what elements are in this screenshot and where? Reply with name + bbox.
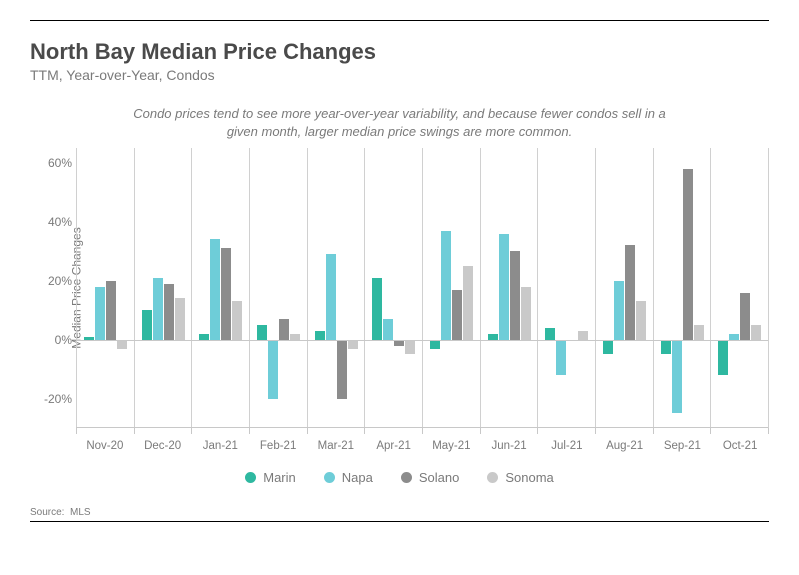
- bar-group: [191, 148, 249, 428]
- bar: [95, 287, 105, 340]
- bottom-rule: [30, 521, 769, 522]
- bar: [603, 340, 613, 355]
- bar: [672, 340, 682, 414]
- bar: [521, 287, 531, 340]
- bar-group: [307, 148, 365, 428]
- bar: [683, 169, 693, 340]
- bar: [221, 248, 231, 339]
- bar: [315, 331, 325, 340]
- source-value: MLS: [70, 507, 91, 518]
- source-line: Source: MLS: [30, 507, 769, 518]
- bar-group: [249, 148, 307, 428]
- chart-caption: Condo prices tend to see more year-over-…: [130, 105, 670, 140]
- bar: [430, 340, 440, 349]
- bar-group: [422, 148, 480, 428]
- y-tick-label: 60%: [48, 156, 72, 170]
- bar: [268, 340, 278, 399]
- legend-label: Marin: [263, 470, 296, 485]
- bar: [142, 310, 152, 339]
- legend-item: Napa: [324, 470, 373, 485]
- bar: [499, 234, 509, 340]
- bar: [117, 340, 127, 349]
- bar: [153, 278, 163, 340]
- bar: [326, 254, 336, 339]
- bar: [348, 340, 358, 349]
- chart-area: Median Price Changes -20%0%20%40%60%: [30, 148, 769, 428]
- y-tick-label: 40%: [48, 215, 72, 229]
- bar: [337, 340, 347, 399]
- bar: [740, 293, 750, 340]
- x-axis-label: Sep-21: [654, 434, 712, 452]
- bar: [614, 281, 624, 340]
- x-axis-label: Feb-21: [249, 434, 307, 452]
- chart-title: North Bay Median Price Changes: [30, 39, 769, 65]
- top-rule: [30, 20, 769, 21]
- zero-line: [76, 340, 768, 341]
- x-axis-label: Mar-21: [307, 434, 365, 452]
- bar: [383, 319, 393, 340]
- bar: [175, 298, 185, 339]
- bar: [405, 340, 415, 355]
- bar: [636, 301, 646, 339]
- legend-swatch: [487, 472, 498, 483]
- legend-item: Sonoma: [487, 470, 553, 485]
- bar: [441, 231, 451, 340]
- x-axis-label: Aug-21: [596, 434, 654, 452]
- bar-group: [595, 148, 653, 428]
- y-axis: -20% 0% 20% 40% 60%: [30, 148, 76, 428]
- bar: [463, 266, 473, 340]
- bar: [257, 325, 267, 340]
- legend-label: Napa: [342, 470, 373, 485]
- legend-swatch: [324, 472, 335, 483]
- legend-item: Marin: [245, 470, 296, 485]
- bar: [718, 340, 728, 375]
- x-axis-label: Dec-20: [134, 434, 192, 452]
- bar: [625, 245, 635, 339]
- x-axis-line: [76, 427, 768, 428]
- bar: [661, 340, 671, 355]
- x-axis-label: Nov-20: [76, 434, 134, 452]
- legend-swatch: [401, 472, 412, 483]
- bar: [545, 328, 555, 340]
- legend-item: Solano: [401, 470, 459, 485]
- y-tick-label: -20%: [44, 392, 72, 406]
- bar: [279, 319, 289, 340]
- y-tick-label: 20%: [48, 274, 72, 288]
- bar: [510, 251, 520, 339]
- bar-group: [76, 148, 134, 428]
- legend: Marin Napa Solano Sonoma: [30, 470, 769, 485]
- bar-group: [480, 148, 538, 428]
- bar: [210, 239, 220, 339]
- bar: [372, 278, 382, 340]
- x-axis-label: Jun-21: [480, 434, 538, 452]
- legend-label: Sonoma: [505, 470, 553, 485]
- bar: [164, 284, 174, 340]
- bar-groups: [76, 148, 768, 428]
- bar: [556, 340, 566, 375]
- source-label: Source:: [30, 507, 64, 518]
- bar-group: [537, 148, 595, 428]
- x-axis-label: Apr-21: [365, 434, 423, 452]
- bar: [232, 301, 242, 339]
- bar-group: [134, 148, 192, 428]
- plot-area: [76, 148, 769, 428]
- chart-subtitle: TTM, Year-over-Year, Condos: [30, 67, 769, 83]
- x-axis-label: Jul-21: [538, 434, 596, 452]
- bar: [578, 331, 588, 340]
- bar: [452, 290, 462, 340]
- bar-group: [653, 148, 711, 428]
- x-axis-labels: Nov-20Dec-20Jan-21Feb-21Mar-21Apr-21May-…: [76, 434, 769, 452]
- y-tick-label: 0%: [55, 333, 72, 347]
- legend-label: Solano: [419, 470, 459, 485]
- bar: [751, 325, 761, 340]
- x-axis-label: Jan-21: [192, 434, 250, 452]
- x-axis-label: Oct-21: [711, 434, 769, 452]
- bar: [106, 281, 116, 340]
- bar-group: [364, 148, 422, 428]
- bar: [694, 325, 704, 340]
- legend-swatch: [245, 472, 256, 483]
- bar-group: [710, 148, 768, 428]
- x-axis-label: May-21: [423, 434, 481, 452]
